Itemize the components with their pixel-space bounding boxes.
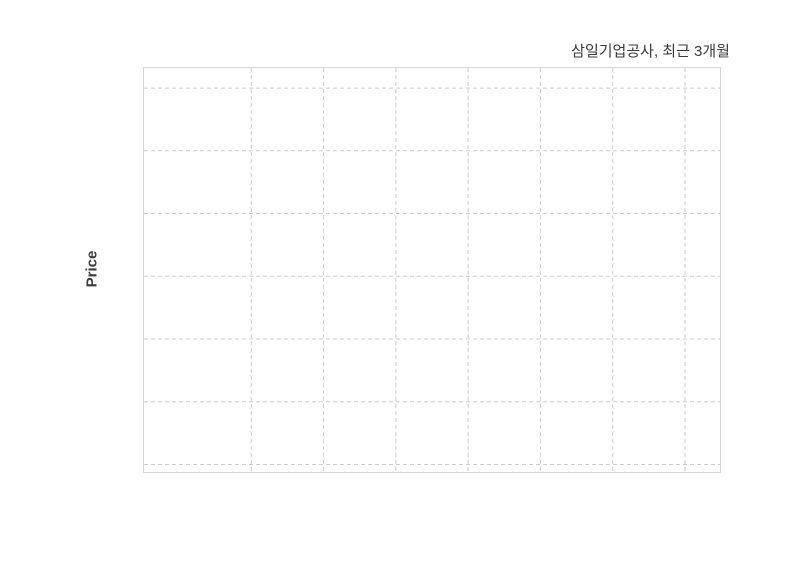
y-axis-label: Price <box>83 250 101 288</box>
chart-title: 삼일기업공사, 최근 3개월 <box>571 43 730 60</box>
candlestick-plot <box>144 68 720 472</box>
plot-area <box>143 67 721 473</box>
